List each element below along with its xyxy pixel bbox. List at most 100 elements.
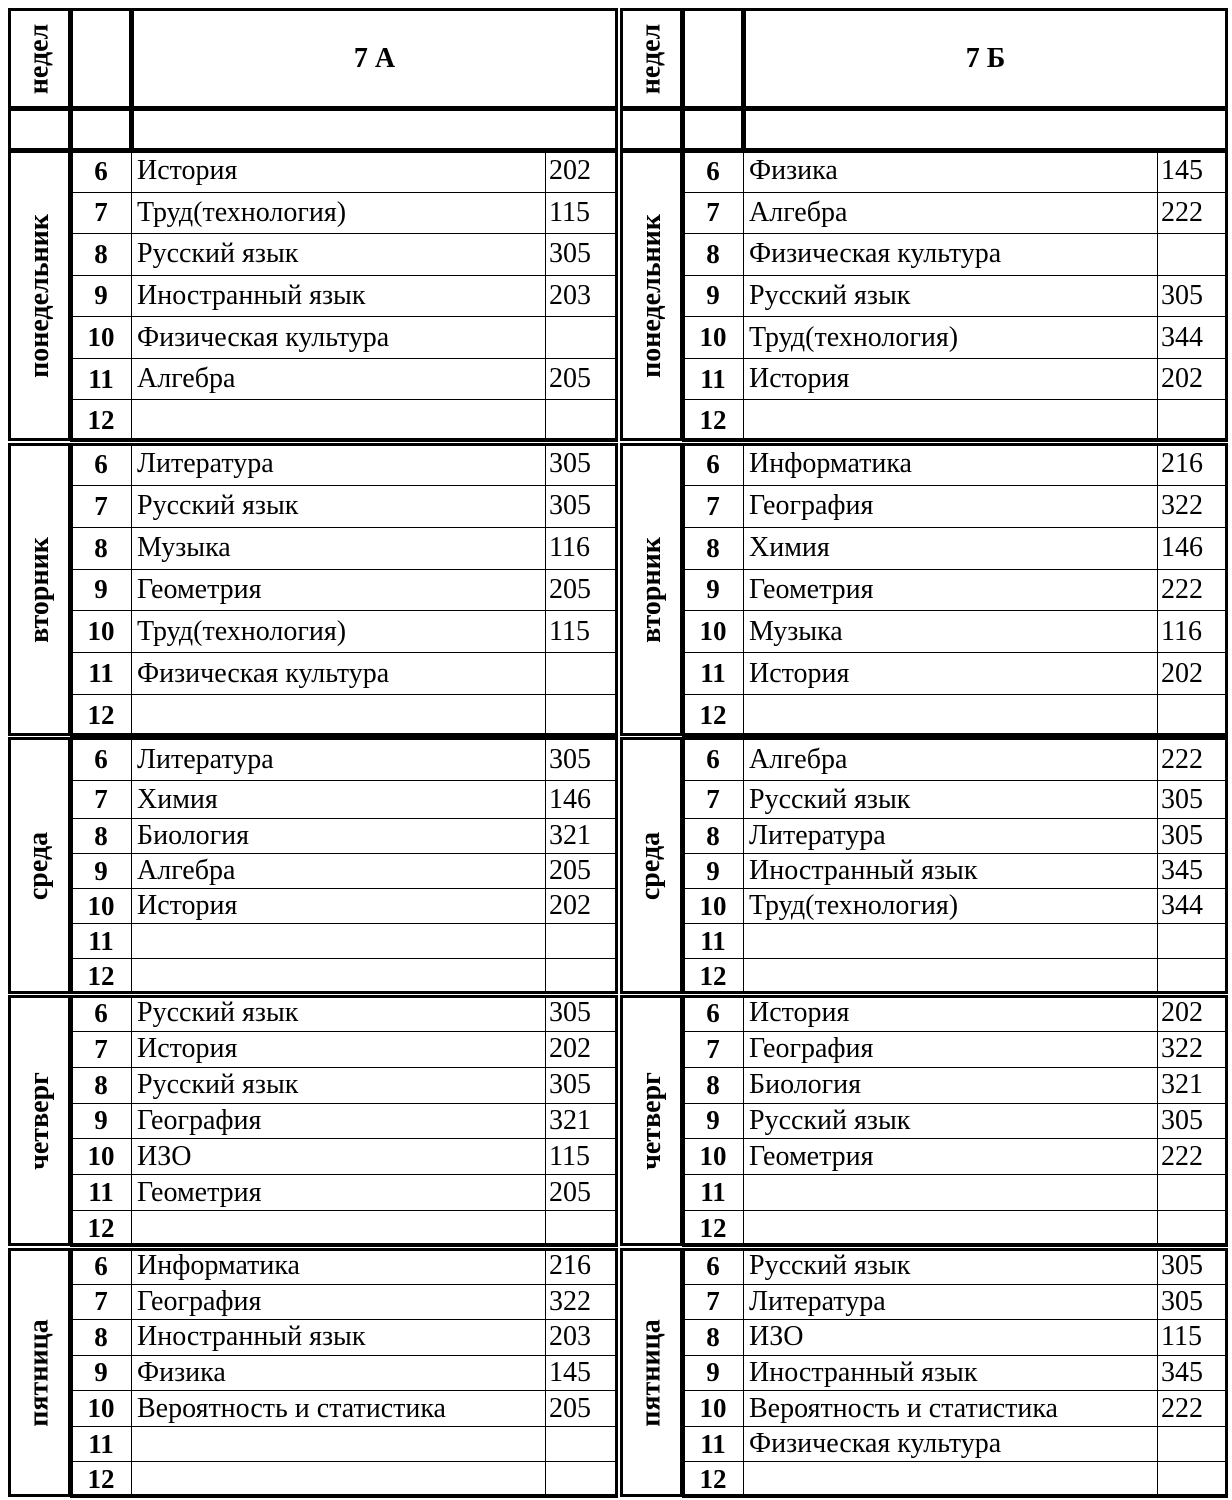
subject-name: Музыка (743, 610, 1158, 654)
room-number: 202 (545, 150, 618, 193)
room-number (545, 1425, 618, 1463)
room-number: 305 (1157, 1102, 1228, 1140)
day-label: четверг (8, 995, 71, 1246)
day-label: среда (620, 737, 683, 994)
room-number: 344 (1157, 888, 1228, 924)
room-number (545, 316, 618, 359)
blank-row (620, 108, 683, 151)
subject-name: Иностранный язык (743, 853, 1158, 889)
room-number: 205 (545, 1390, 618, 1427)
room-number: 116 (1157, 610, 1228, 654)
subject-name: Русский язык (743, 274, 1158, 318)
lesson-number: 7 (70, 484, 132, 528)
room-number: 322 (1157, 1030, 1228, 1068)
subject-name (743, 399, 1158, 442)
class-title: 7 Б (743, 8, 1228, 109)
subject-name: Труд(технология) (743, 316, 1158, 359)
lesson-number: 12 (682, 399, 744, 442)
room-number: 202 (1157, 357, 1228, 401)
subject-name: Литература (131, 738, 546, 781)
subject-name: ИЗО (131, 1138, 546, 1176)
day-name: среда (635, 831, 667, 900)
lesson-number: 6 (70, 150, 132, 193)
lesson-number: 6 (70, 995, 132, 1032)
room-number: 222 (1157, 191, 1228, 235)
subject-name: ИЗО (743, 1319, 1158, 1356)
week-day-header: недел (620, 8, 683, 109)
room-number: 322 (545, 1283, 618, 1321)
subject-name: Труд(технология) (131, 191, 546, 235)
subject-name: География (131, 1283, 546, 1321)
subject-name: Информатика (131, 1248, 546, 1285)
subject-name (131, 399, 546, 442)
subject-name: Геометрия (131, 568, 546, 612)
lesson-number: 8 (70, 526, 132, 570)
lesson-number: 11 (70, 357, 132, 401)
lesson-number: 6 (70, 738, 132, 781)
lesson-number: 11 (70, 923, 132, 959)
room-number: 305 (545, 1066, 618, 1104)
room-number: 205 (545, 1174, 618, 1212)
room-number: 146 (545, 780, 618, 819)
room-number: 146 (1157, 526, 1228, 570)
subject-name: Химия (131, 780, 546, 819)
room-number: 222 (1157, 738, 1228, 781)
day-name: понедельник (23, 213, 55, 378)
room-number: 116 (545, 526, 618, 570)
lesson-number: 8 (682, 526, 744, 570)
room-number: 305 (1157, 1248, 1228, 1285)
subject-name: Русский язык (131, 1066, 546, 1104)
room-number: 305 (545, 738, 618, 781)
room-number: 202 (545, 888, 618, 924)
subject-name: Литература (743, 818, 1158, 854)
room-number: 305 (1157, 1283, 1228, 1321)
room-number: 305 (1157, 818, 1228, 854)
room-number (1157, 1174, 1228, 1212)
room-number: 203 (545, 1319, 618, 1356)
room-number (1157, 1210, 1228, 1247)
subject-name: История (743, 995, 1158, 1032)
lesson-number: 10 (70, 1390, 132, 1427)
lesson-number: 11 (70, 652, 132, 696)
subject-name: История (131, 150, 546, 193)
room-number (1157, 694, 1228, 737)
room-number: 202 (1157, 995, 1228, 1032)
lesson-number: 6 (70, 443, 132, 486)
room-number (545, 923, 618, 959)
lesson-number: 8 (682, 233, 744, 276)
room-number: 115 (545, 191, 618, 235)
subject-name: Информатика (743, 443, 1158, 486)
subject-name: Геометрия (743, 1138, 1158, 1176)
lesson-number: 11 (682, 1425, 744, 1463)
room-number: 305 (545, 995, 618, 1032)
room-number: 321 (545, 1102, 618, 1140)
room-number: 305 (545, 233, 618, 276)
lesson-number: 9 (70, 1102, 132, 1140)
lesson-number: 10 (70, 610, 132, 654)
room-number (545, 652, 618, 696)
lesson-number: 7 (682, 484, 744, 528)
subject-name (743, 958, 1158, 994)
subject-name (131, 923, 546, 959)
lesson-number: 12 (70, 1210, 132, 1247)
lesson-number: 6 (70, 1248, 132, 1285)
lesson-number: 9 (70, 853, 132, 889)
room-number (1157, 1461, 1228, 1498)
day-label: пятница (620, 1248, 683, 1497)
lesson-number: 9 (70, 568, 132, 612)
subject-name: География (743, 484, 1158, 528)
week-day-header: недел (8, 8, 71, 109)
lesson-number: 9 (682, 853, 744, 889)
room-number: 345 (1157, 1354, 1228, 1392)
subject-name: История (131, 1030, 546, 1068)
subject-name: Физическая культура (743, 1425, 1158, 1463)
room-number (545, 399, 618, 442)
subject-name: Физика (743, 150, 1158, 193)
blank-row (70, 108, 132, 151)
day-name: пятница (23, 1318, 55, 1427)
subject-name: Труд(технология) (743, 888, 1158, 924)
subject-name: Литература (131, 443, 546, 486)
lesson-number: 12 (682, 1461, 744, 1498)
subject-name: Физическая культура (743, 233, 1158, 276)
day-label: понедельник (8, 150, 71, 441)
